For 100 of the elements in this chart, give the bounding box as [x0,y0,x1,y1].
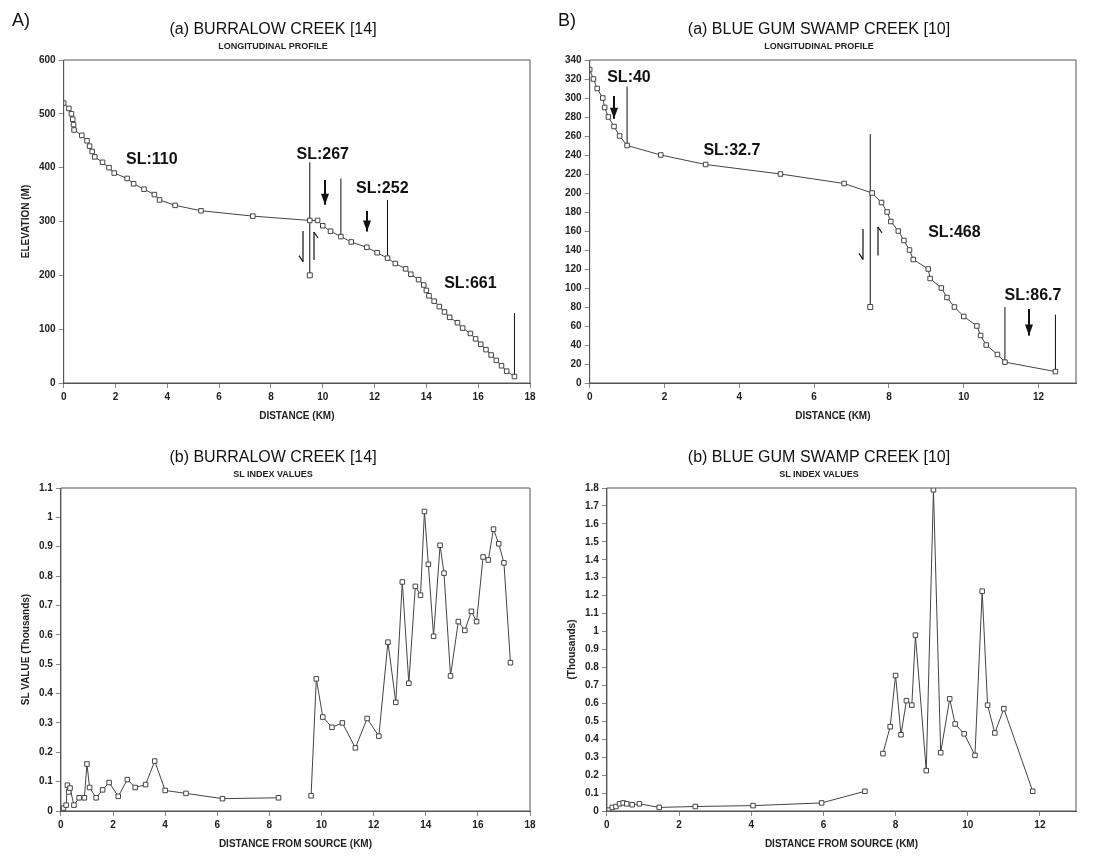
chart-subtitle: SL INDEX VALUES [779,469,859,480]
point [880,750,886,757]
x-tick-label: 10 [958,390,970,402]
x-tick-label: 0 [604,818,611,830]
y-tick-label: 100 [565,281,583,293]
point [938,285,945,291]
y-tick-label: 200 [565,186,583,198]
x-axis-title: DISTANCE (KM) [795,409,871,421]
point [415,276,422,283]
annotation: SL:267 [296,144,350,162]
point [952,721,958,727]
x-axis-title: DISTANCE FROM SOURCE (KM) [218,837,373,849]
y-tick-label: 1.1 [585,607,600,619]
chart-title: (a) BLUE GUM SWAMP CREEK [10] [687,20,951,38]
x-axis-title: DISTANCE (KM) [259,409,335,421]
point [869,190,875,196]
point [507,659,514,666]
y-tick-label: 0.8 [585,661,600,673]
point [99,787,106,793]
point [944,294,950,301]
point [605,114,612,120]
point [392,260,399,267]
point [910,256,917,263]
point [455,618,462,625]
y-tick-label: 100 [39,322,57,334]
x-tick-label: 4 [164,390,171,402]
annotation: SL:661 [444,273,497,291]
y-tick-label: 0.4 [39,687,54,699]
point [887,723,893,730]
y-tick-label: 280 [565,110,583,122]
y-tick-label: 220 [565,167,583,179]
y-tick-label: 1.2 [585,589,600,601]
annotation: SL:252 [356,178,409,196]
x-tick-label: 12 [1034,818,1046,830]
point [408,271,414,278]
x-tick-label: 8 [268,390,275,402]
point [374,249,380,256]
point [702,161,709,168]
point [348,239,355,245]
y-tick-label: 0.2 [585,768,600,780]
point [106,164,112,171]
point [490,526,497,532]
point [338,233,344,240]
point [151,758,158,764]
point [364,715,370,722]
point [937,749,944,756]
point [488,352,494,358]
x-tick-label: 10 [315,818,328,830]
point [198,207,204,214]
point [141,186,147,192]
x-tick-label: 14 [420,390,433,402]
y-tick-label: 0 [576,376,583,388]
x-tick-label: 2 [112,390,119,402]
point [76,795,82,801]
chart-title: (b) BURRALOW CREEK [14] [169,448,377,466]
point [89,148,95,155]
y-tick-label: 400 [39,161,57,173]
y-tick-label: 1.5 [585,535,600,547]
text: B) [558,9,576,30]
point [903,697,910,704]
y-tick-label: 0.4 [585,732,600,744]
point [946,696,953,702]
point [888,218,894,225]
x-tick-label: 4 [162,818,169,830]
point [951,304,958,310]
y-tick-label: 0 [47,804,54,816]
point [124,175,130,182]
point [172,202,178,209]
x-tick-label: 18 [524,818,536,830]
point [478,341,484,347]
point [327,228,334,234]
point [927,275,933,282]
y-tick-label: 0.9 [585,643,600,655]
y-tick-label: 0.6 [39,628,54,640]
point [895,228,902,234]
point [503,368,510,374]
point [124,776,131,783]
x-tick-label: 10 [317,390,329,402]
point [308,792,314,799]
x-tick-label: 2 [110,818,117,830]
point [977,332,984,339]
point [329,724,335,731]
point [320,714,326,720]
point [430,633,437,640]
point [352,745,359,751]
point [692,803,699,810]
y-tick-label: 600 [39,53,57,65]
point [909,702,915,708]
y-tick-label: 20 [570,357,583,369]
point [307,217,313,224]
x-tick-label: 16 [472,818,484,830]
point [1002,359,1008,365]
point [384,255,391,261]
point [399,579,406,585]
annotation: SL:110 [125,150,178,167]
point [385,639,391,645]
x-tick-label: 6 [811,390,818,402]
y-tick-label: 240 [565,148,583,160]
annotation: SL:40 [607,67,651,85]
point [594,85,600,92]
